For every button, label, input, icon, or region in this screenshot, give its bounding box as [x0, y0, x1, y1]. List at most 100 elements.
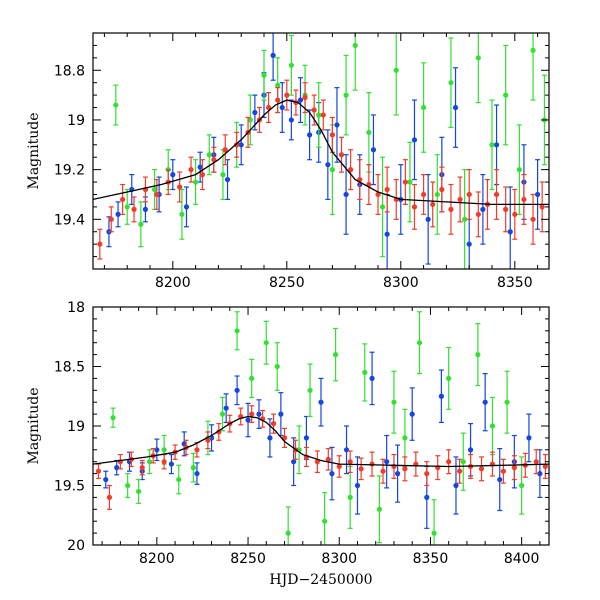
bottom-series-3-point — [139, 459, 145, 476]
bottom-series-3-point — [325, 448, 331, 471]
top-series-3-point — [375, 174, 381, 215]
top-series-1-point — [297, 77, 304, 124]
bottom-series-1-point — [154, 438, 160, 462]
top-series-1-point — [288, 99, 294, 141]
bottom-series-2-point — [431, 499, 437, 545]
bottom-y-tick-label: 18 — [67, 300, 85, 316]
bottom-series-2-point — [446, 346, 452, 410]
top-series-2-point — [503, 44, 509, 146]
top-series-1-point — [334, 87, 340, 163]
bottom-series-1-point — [103, 470, 109, 489]
bottom-panel-axes: 8200 8250 8300 8350 8400 18 18.5 19 19.5 20 — [54, 300, 549, 567]
top-series-1-point — [115, 201, 121, 228]
bottom-series-3-point — [500, 458, 506, 484]
top-series-3-point — [188, 156, 194, 183]
bottom-series-3-point — [194, 442, 200, 458]
top-series-1-point — [197, 151, 203, 183]
bottom-series-2-point — [307, 363, 313, 418]
top-series-3-point — [211, 146, 217, 173]
bottom-panel-fit-curve-group — [93, 415, 549, 468]
bottom-panel-y-axis-label: Magnitude — [26, 387, 42, 464]
bottom-series-2-point — [416, 311, 423, 375]
top-series-2-point — [448, 37, 454, 129]
top-series-2-point — [434, 154, 440, 235]
bottom-series-1-point — [318, 377, 324, 427]
bottom-series-1-point — [453, 456, 459, 515]
bottom-series-2-point — [190, 452, 196, 483]
top-series-3-point — [357, 159, 363, 201]
top-series-2-point — [530, 33, 536, 101]
bottom-series-1-point — [256, 399, 262, 429]
top-series-3-point — [457, 176, 463, 223]
top-x-tick-label: 8300 — [383, 275, 419, 291]
bottom-panel: 8200 8250 8300 8350 8400 18 18.5 19 19.5 20 Magni… — [26, 300, 550, 588]
top-series-3-point — [402, 159, 408, 206]
top-series-1-point — [279, 82, 285, 133]
bottom-series-1-point — [234, 375, 240, 406]
top-series-3-point — [503, 186, 509, 233]
bottom-series-1-point — [438, 369, 444, 424]
top-y-tick-label: 19.4 — [54, 212, 85, 228]
bottom-series-3-point — [511, 455, 517, 481]
top-panel-axes: 8200 8250 8300 8350 18.8 19 19.2 19.4 — [54, 32, 549, 291]
top-series-3-point — [521, 174, 527, 225]
bottom-series-2-point — [285, 506, 291, 545]
bottom-series-3-point — [369, 451, 375, 477]
bottom-series-3-point — [542, 453, 548, 479]
top-series-3-point — [154, 178, 160, 210]
top-series-2-point — [475, 33, 481, 104]
top-series-1-point — [480, 174, 486, 245]
bottom-series-3-point — [336, 455, 342, 478]
bottom-x-tick-label: 8200 — [139, 551, 175, 567]
bottom-series-1-point — [223, 393, 229, 424]
bottom-series-2-point — [176, 464, 182, 495]
top-series-3-point — [366, 164, 372, 206]
top-series-2-point — [352, 33, 358, 91]
bottom-series-2-point — [146, 449, 153, 475]
top-panel-frame — [92, 32, 550, 270]
bottom-y-tick-label: 19.5 — [54, 479, 85, 495]
bottom-series-2-point — [475, 323, 481, 387]
top-series-3-point — [338, 136, 345, 173]
bottom-series-2-point — [347, 465, 353, 529]
bottom-series-1-point — [526, 413, 532, 463]
bottom-series-2-point — [519, 456, 525, 515]
bottom-series-3-point — [106, 484, 113, 510]
top-series-1-point — [270, 33, 276, 81]
bottom-series-2-point — [274, 342, 280, 391]
bottom-series-3-point — [281, 427, 288, 449]
top-series-1-point — [224, 159, 231, 201]
top-series-2-point — [516, 124, 522, 215]
top-series-3-point — [348, 149, 354, 191]
top-series-3-point — [97, 228, 103, 260]
top-series-2-point — [421, 62, 427, 153]
bottom-series-3-point — [347, 450, 353, 474]
bottom-series-2-point — [460, 432, 466, 491]
top-series-3-point — [222, 134, 228, 166]
top-series-3-point — [320, 99, 326, 131]
bottom-series-2-point — [136, 478, 142, 504]
top-panel-data-points — [97, 33, 548, 269]
bottom-series-2-point — [110, 407, 116, 428]
bottom-series-1-point — [329, 446, 335, 501]
top-series-1-point — [325, 129, 331, 201]
top-series-3-point — [466, 169, 472, 220]
top-series-1-point — [183, 186, 190, 228]
top-series-3-point — [430, 181, 436, 228]
bottom-series-3-point — [249, 405, 255, 424]
bottom-series-2-point — [332, 327, 339, 382]
top-series-2-point — [288, 34, 294, 96]
bottom-series-3-point — [358, 457, 364, 481]
top-x-tick-label: 8200 — [155, 275, 191, 291]
bottom-y-tick-label: 19 — [67, 419, 85, 435]
bottom-series-3-point — [238, 407, 244, 426]
top-series-2-point — [247, 94, 253, 146]
bottom-series-1-point — [194, 462, 200, 485]
top-series-2-point — [407, 141, 413, 223]
bottom-series-1-point — [384, 434, 390, 489]
bottom-x-tick-label: 8250 — [230, 551, 266, 567]
bottom-series-1-point — [395, 444, 401, 503]
bottom-series-3-point — [446, 449, 452, 475]
top-series-1-point — [238, 124, 244, 166]
top-series-3-point — [265, 92, 272, 124]
